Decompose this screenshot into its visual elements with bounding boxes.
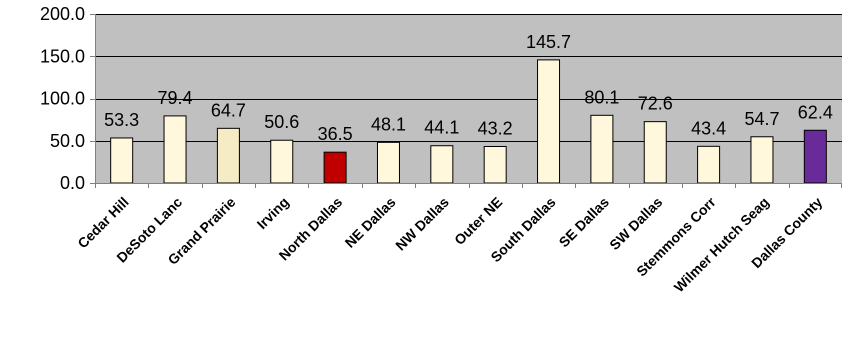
bar [163, 115, 187, 184]
data-label: 53.3 [104, 110, 139, 130]
y-axis: 0.0 50.0 100.0 150.0 200.0 [40, 4, 96, 193]
y-tick-label: 50.0 [50, 131, 85, 151]
y-tick-label: 200.0 [40, 4, 85, 24]
bar [803, 129, 827, 184]
x-tick-label: SE Dallas [556, 194, 613, 251]
gridlines [95, 14, 842, 142]
y-tick-label: 0.0 [60, 173, 85, 193]
value-labels: 53.3 79.4 64.7 50.6 36.5 48.1 44.1 43.2 145.7 80.… [104, 32, 833, 144]
bar [430, 145, 454, 184]
bar [697, 145, 721, 184]
bar [590, 114, 614, 184]
bar [643, 121, 667, 184]
x-tick-label: NE Dallas [342, 194, 399, 251]
bar [216, 127, 240, 184]
data-label: 43.2 [478, 118, 513, 138]
bar [323, 151, 347, 184]
data-label: 80.1 [584, 87, 619, 107]
data-label: 79.4 [158, 88, 193, 108]
data-label: 54.7 [744, 109, 779, 129]
x-tick-label: Wilmer Hutch Seag [671, 194, 772, 295]
bars [110, 59, 827, 184]
data-label: 62.4 [798, 102, 833, 122]
data-label: 64.7 [211, 100, 246, 120]
bar [270, 139, 294, 184]
x-tick-label: Outer NE [451, 194, 505, 248]
data-label: 48.1 [371, 114, 406, 134]
data-label: 44.1 [424, 118, 459, 138]
data-label: 145.7 [526, 32, 571, 52]
x-tick-label: Irving [254, 194, 292, 232]
bar [483, 145, 507, 184]
data-label: 50.6 [264, 112, 299, 132]
data-label: 72.6 [638, 94, 673, 114]
data-label: 36.5 [318, 124, 353, 144]
bar [750, 136, 774, 184]
data-label: 43.4 [691, 118, 726, 138]
y-tick-label: 100.0 [40, 89, 85, 109]
bar [376, 141, 400, 184]
bar [537, 59, 561, 184]
x-tick-label: Cedar Hill [74, 194, 132, 252]
plot-area [95, 14, 842, 183]
x-tick-label: NW Dallas [392, 194, 452, 254]
y-tick-label: 150.0 [40, 46, 85, 66]
bar [110, 137, 134, 184]
